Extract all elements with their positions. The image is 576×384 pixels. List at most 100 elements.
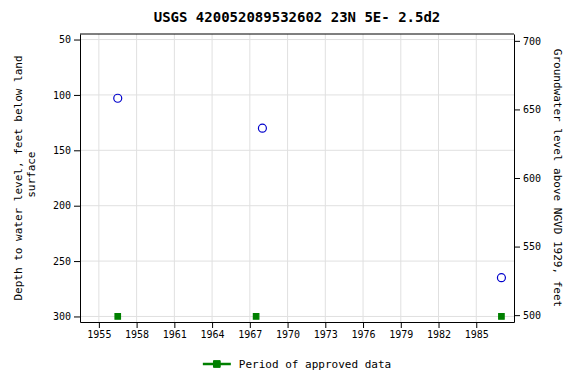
tick-label: 1958 [125,329,149,340]
marks [114,94,506,319]
tick-label: 1973 [314,329,338,340]
tick: 300 [53,311,80,322]
tick-label: 600 [523,173,541,184]
y2-axis-title: Groundwater level above NGVD 1929, feet [551,49,564,307]
tick-mark [514,41,520,42]
tick: 1967 [238,322,262,340]
tick-label: 500 [523,310,541,321]
tick-label: 100 [53,90,71,101]
tick-label: 250 [53,256,71,267]
tick: 1964 [201,322,225,340]
grid-line [80,94,514,95]
plot: 1955 1958 1961 1964 1967 1970 1973 1976 1979 1982… [53,34,541,340]
tick-label: 700 [523,36,541,47]
tick: 1973 [314,322,338,340]
grid [80,34,514,322]
tick-label: 1979 [389,329,413,340]
tick-mark [74,150,80,151]
tick-mark [363,322,364,328]
tick-mark [288,322,289,328]
tick-label: 1982 [427,329,451,340]
tick-mark [514,247,520,248]
tick-label: 200 [53,200,71,211]
tick-mark [74,261,80,262]
tick: 200 [53,200,80,211]
legend-item: Period of approved data [203,358,391,371]
tick-mark [476,322,477,328]
tick-mark [74,206,80,207]
tick: 1970 [276,322,300,340]
tick-label: 1976 [351,329,375,340]
tick-mark [325,322,326,328]
tick-label: 1955 [87,329,111,340]
grid-line [212,34,213,322]
tick: 650 [514,104,541,115]
tick-label: 550 [523,241,541,252]
grid-line [249,34,250,322]
y2-axis: 500 550 600 650 700 [514,35,541,323]
grid-line [80,39,514,40]
point [258,124,266,132]
square-marker [253,314,258,319]
tick-mark [99,322,100,328]
tick-mark [137,322,138,328]
tick-label: 1964 [201,329,225,340]
tick-mark [250,322,251,328]
legend-label: Period of approved data [239,358,391,371]
tick: 150 [53,145,80,156]
x-axis: 1955 1958 1961 1964 1967 1970 1973 1976 1979 1982… [81,322,515,340]
axis-line [81,322,515,323]
grid-line [80,150,514,151]
chart: 1955 1958 1961 1964 1967 1970 1973 1976 1979 1982… [0,0,576,384]
grid-line [476,34,477,322]
tick-label: 1961 [163,329,187,340]
point [497,274,505,282]
tick-mark [401,322,402,328]
tick-mark [514,178,520,179]
legend-symbol [213,361,220,368]
tick-label: 650 [523,104,541,115]
tick-label: 150 [53,145,71,156]
tick-mark [74,95,80,96]
legend: Period of approved data [203,358,391,371]
tick: 550 [514,241,541,252]
plot-frame [80,34,514,35]
tick-mark [514,109,520,110]
series [114,94,506,281]
tick-label: 1967 [238,329,262,340]
tick: 250 [53,256,80,267]
grid-line [98,34,99,322]
point [114,94,122,102]
title: USGS 420052089532602 23N 5E- 2.5d2 [154,9,441,25]
grid-line [80,261,514,262]
tick: 600 [514,173,541,184]
tick: 1961 [163,322,187,340]
axis-line [80,35,81,323]
tick: 1955 [87,322,111,340]
tick-label: 300 [53,311,71,322]
tick-mark [212,322,213,328]
tick: 1976 [351,322,375,340]
grid-line [80,316,514,317]
grid-line [287,34,288,322]
tick: 100 [53,90,80,101]
tick: 500 [514,310,541,321]
tick: 1985 [465,322,489,340]
grid-line [400,34,401,322]
grid-line [174,34,175,322]
tick: 1979 [389,322,413,340]
grid-line [136,34,137,322]
tick-mark [174,322,175,328]
tick: 700 [514,36,541,47]
grid-line [363,34,364,322]
grid-line [438,34,439,322]
square-marker [115,314,120,319]
tick-mark [74,40,80,41]
tick-mark [74,316,80,317]
tick: 1958 [125,322,149,340]
grid-line [325,34,326,322]
y-axis-title: Depth to water level, feet below land su… [12,55,38,300]
tick: 1982 [427,322,451,340]
grid-line [80,205,514,206]
square-marker [499,314,504,319]
